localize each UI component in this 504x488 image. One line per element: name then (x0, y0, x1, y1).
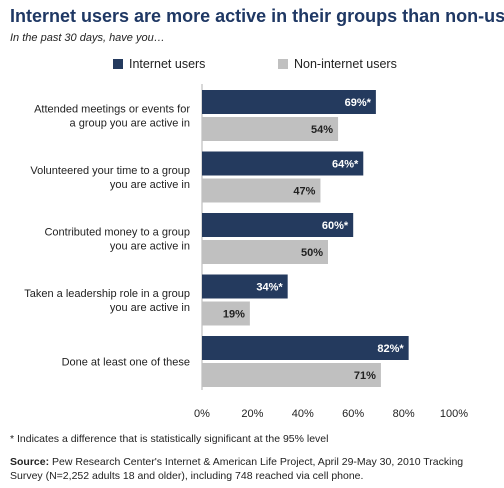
category-label: Done at least one of these (62, 357, 190, 369)
source-note: Source: Pew Research Center's Internet &… (10, 455, 496, 483)
data-label-non-internet-users: 71% (354, 370, 376, 382)
x-tick-label: 20% (241, 408, 263, 420)
bar-non-internet-users (202, 363, 381, 387)
data-label-internet-users: 64%* (332, 159, 359, 171)
category-label: Attended meetings or events for (34, 104, 190, 116)
source-label: Source: (10, 456, 50, 468)
category-label: you are active in (110, 302, 190, 314)
x-tick-label: 60% (342, 408, 364, 420)
data-label-non-internet-users: 47% (293, 186, 315, 198)
legend-label-non-internet-users: Non-internet users (294, 57, 397, 71)
chart-subtitle: In the past 30 days, have you… (10, 32, 165, 44)
x-tick-label: 80% (393, 408, 415, 420)
data-label-non-internet-users: 54% (311, 124, 333, 136)
x-tick-label: 100% (440, 408, 468, 420)
data-label-internet-users: 82%* (377, 343, 404, 355)
bar-chart: Attended meetings or events for a group y… (24, 84, 468, 420)
legend-label-internet-users: Internet users (129, 57, 206, 71)
legend-item-internet-users: Internet users (113, 57, 205, 71)
legend-swatch-non-internet-users (278, 59, 288, 69)
bar-internet-users (202, 336, 409, 360)
data-label-non-internet-users: 19% (223, 309, 245, 321)
source-text: Pew Research Center's Internet & America… (10, 456, 464, 482)
category-label: Volunteered your time to a group (30, 165, 190, 177)
data-label-non-internet-users: 50% (301, 247, 323, 259)
category-label: Taken a leadership role in a group (24, 288, 190, 300)
category-label: you are active in (110, 241, 190, 253)
x-tick-label: 0% (194, 408, 210, 420)
bar-internet-users (202, 274, 288, 299)
legend-item-non-internet-users: Non-internet users (278, 57, 397, 71)
category-label: a group you are active in (70, 118, 190, 130)
bar-non-internet-users (202, 178, 321, 203)
category-label: you are active in (110, 179, 190, 191)
legend-swatch-internet-users (113, 59, 123, 69)
chart-title: Internet users are more active in their … (10, 6, 504, 26)
x-tick-label: 40% (292, 408, 314, 420)
data-label-internet-users: 69%* (345, 97, 372, 109)
footnote: * Indicates a difference that is statist… (10, 433, 329, 445)
data-label-internet-users: 60%* (322, 220, 349, 232)
bar-internet-users (202, 151, 364, 176)
bar-non-internet-users (202, 301, 250, 326)
category-label: Contributed money to a group (44, 227, 190, 239)
bar-internet-users (202, 90, 376, 114)
bar-internet-users (202, 213, 354, 237)
data-label-internet-users: 34%* (256, 282, 283, 294)
bar-non-internet-users (202, 117, 339, 141)
bar-non-internet-users (202, 240, 328, 264)
